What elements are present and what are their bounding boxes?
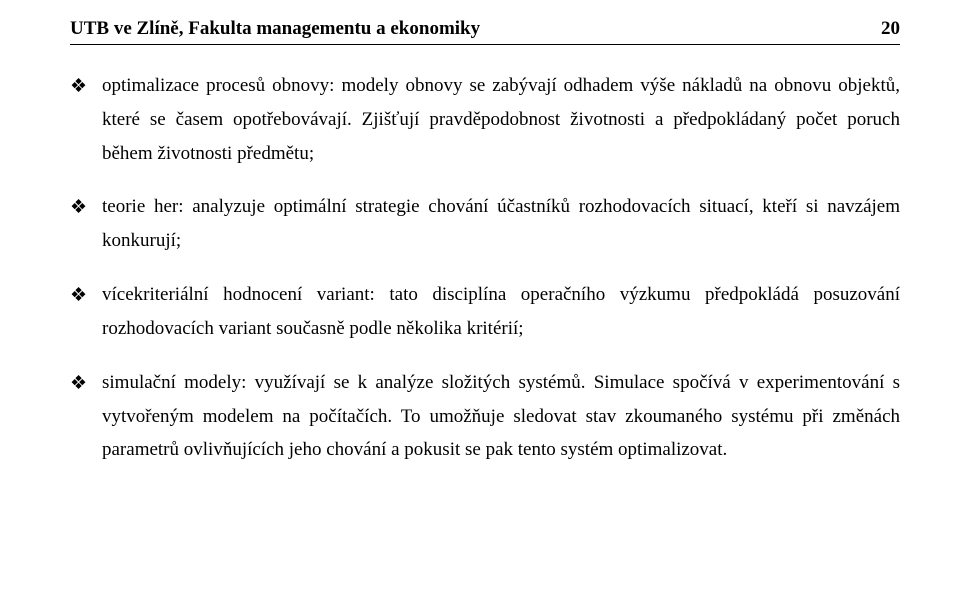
list-item: ❖ vícekriteriální hodnocení variant: tat…: [70, 278, 900, 346]
page-header: UTB ve Zlíně, Fakulta managementu a ekon…: [70, 18, 900, 45]
list-item: ❖ simulační modely: využívají se k analý…: [70, 366, 900, 467]
bullet-icon: ❖: [70, 190, 102, 258]
bullet-icon: ❖: [70, 366, 102, 467]
bullet-icon: ❖: [70, 69, 102, 170]
item-text: optimalizace procesů obnovy: modely obno…: [102, 69, 900, 170]
item-text: vícekriteriální hodnocení variant: tato …: [102, 278, 900, 346]
page-number: 20: [881, 18, 900, 40]
bullet-icon: ❖: [70, 278, 102, 346]
list-item: ❖ teorie her: analyzuje optimální strate…: [70, 190, 900, 258]
header-title: UTB ve Zlíně, Fakulta managementu a ekon…: [70, 18, 480, 40]
list-item: ❖ optimalizace procesů obnovy: modely ob…: [70, 69, 900, 170]
item-text: simulační modely: využívají se k analýze…: [102, 366, 900, 467]
item-text: teorie her: analyzuje optimální strategi…: [102, 190, 900, 258]
